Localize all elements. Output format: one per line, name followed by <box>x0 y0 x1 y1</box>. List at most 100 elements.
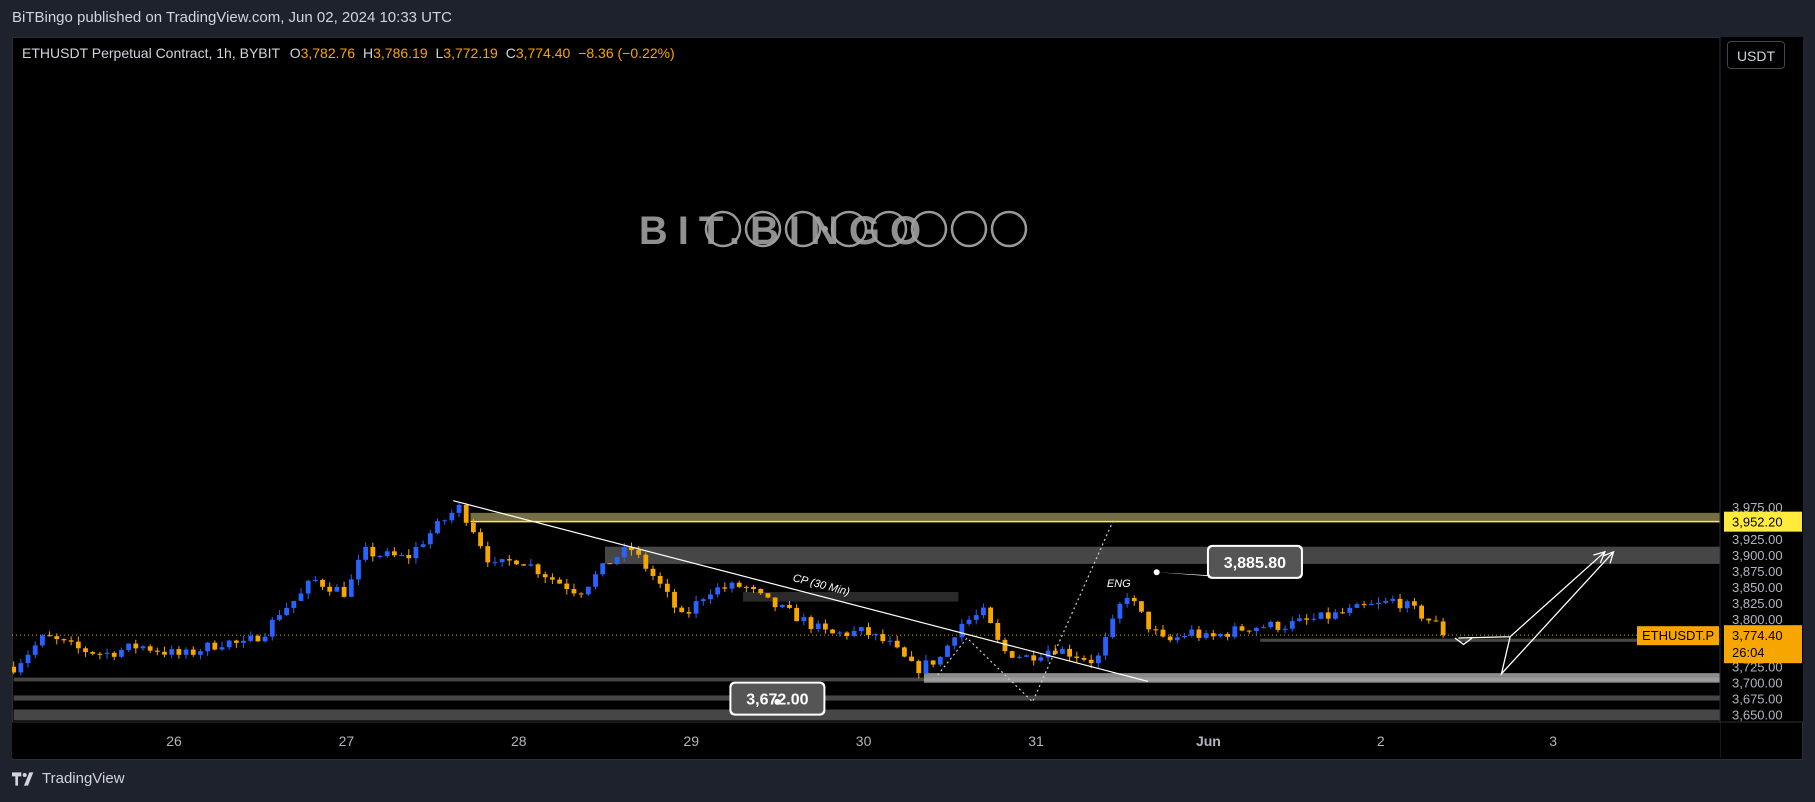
candle-body[interactable] <box>1153 629 1159 631</box>
projection-path-2[interactable] <box>1500 551 1615 677</box>
candle-body[interactable] <box>169 649 175 655</box>
candle-body[interactable] <box>1325 612 1331 619</box>
candle-body[interactable] <box>1282 628 1288 630</box>
candle-body[interactable] <box>959 623 965 638</box>
candle-body[interactable] <box>772 597 778 608</box>
candle-body[interactable] <box>1189 629 1195 636</box>
candle-body[interactable] <box>356 559 361 580</box>
candle-body[interactable] <box>923 660 929 674</box>
candle-body[interactable] <box>284 607 290 616</box>
candle-body[interactable] <box>1268 621 1274 628</box>
candle-body[interactable] <box>97 653 103 655</box>
candle-body[interactable] <box>751 586 756 590</box>
candle-body[interactable] <box>147 646 153 651</box>
candle-body[interactable] <box>1139 601 1144 612</box>
candle-body[interactable] <box>636 550 642 555</box>
time-axis[interactable] <box>12 722 1720 758</box>
candle-body[interactable] <box>837 632 843 634</box>
candle-body[interactable] <box>787 604 792 608</box>
candle-body[interactable] <box>1002 639 1008 652</box>
candle-body[interactable] <box>514 560 519 565</box>
candle-body[interactable] <box>413 546 419 559</box>
candle-body[interactable] <box>499 559 505 563</box>
candle-body[interactable] <box>119 649 124 657</box>
candle-body[interactable] <box>736 582 742 587</box>
candle-body[interactable] <box>391 551 397 556</box>
candle-body[interactable] <box>700 599 706 602</box>
candle-body[interactable] <box>1225 633 1231 637</box>
candle-body[interactable] <box>866 627 871 636</box>
candle-body[interactable] <box>32 645 38 655</box>
candle-body[interactable] <box>269 619 275 637</box>
candle-body[interactable] <box>1160 629 1166 637</box>
candle-body[interactable] <box>593 574 598 587</box>
candle-body[interactable] <box>212 642 218 650</box>
candle-body[interactable] <box>40 635 45 646</box>
candle-body[interactable] <box>643 554 649 569</box>
candle-body[interactable] <box>1038 657 1044 661</box>
candle-body[interactable] <box>1232 626 1238 637</box>
candle-body[interactable] <box>255 635 261 642</box>
candle-body[interactable] <box>693 601 699 614</box>
candle-body[interactable] <box>909 656 914 662</box>
candle-body[interactable] <box>887 640 893 642</box>
candle-body[interactable] <box>1333 612 1338 619</box>
candle-body[interactable] <box>578 593 584 595</box>
candle-body[interactable] <box>916 661 922 674</box>
candle-body[interactable] <box>1361 604 1367 606</box>
candle-body[interactable] <box>399 554 404 556</box>
footer-brand[interactable]: TradingView <box>42 770 125 787</box>
candle-body[interactable] <box>442 520 448 522</box>
projection-path-1[interactable] <box>1458 551 1606 639</box>
candle-body[interactable] <box>894 640 900 648</box>
candle-body[interactable] <box>1347 607 1353 613</box>
candle-body[interactable] <box>341 586 347 597</box>
candle-body[interactable] <box>233 640 239 643</box>
candle-body[interactable] <box>1311 618 1317 620</box>
candle-body[interactable] <box>708 594 713 600</box>
symbol-tag[interactable] <box>1637 626 1719 646</box>
candle-body[interactable] <box>327 586 333 592</box>
candle-body[interactable] <box>679 607 685 613</box>
candle-body[interactable] <box>851 630 857 637</box>
candle-body[interactable] <box>1433 620 1439 622</box>
candle-body[interactable] <box>535 564 541 575</box>
candle-body[interactable] <box>937 656 943 665</box>
candle-body[interactable] <box>1218 633 1223 637</box>
candle-body[interactable] <box>1253 627 1259 632</box>
candle-body[interactable] <box>471 522 476 533</box>
candle-body[interactable] <box>154 650 160 652</box>
candle-body[interactable] <box>873 634 879 636</box>
candle-body[interactable] <box>880 634 886 642</box>
candle-body[interactable] <box>650 568 656 576</box>
candle-body[interactable] <box>1354 604 1360 608</box>
candle-body[interactable] <box>1045 650 1051 658</box>
candle-body[interactable] <box>1124 598 1130 604</box>
candle-body[interactable] <box>90 652 96 654</box>
candle-body[interactable] <box>1081 658 1087 660</box>
candle-body[interactable] <box>1210 633 1216 637</box>
candle-body[interactable] <box>1009 651 1015 658</box>
candle-body[interactable] <box>1016 656 1022 658</box>
candle-body[interactable] <box>521 564 527 566</box>
candle-body[interactable] <box>715 587 721 595</box>
candle-body[interactable] <box>176 649 182 655</box>
candle-body[interactable] <box>557 579 563 584</box>
candle-body[interactable] <box>1131 598 1137 602</box>
candle-body[interactable] <box>1383 600 1389 603</box>
candle-body[interactable] <box>808 617 814 630</box>
candle-body[interactable] <box>1167 636 1173 641</box>
candle-body[interactable] <box>18 663 24 673</box>
candle-body[interactable] <box>377 555 383 557</box>
candle-body[interactable] <box>1376 602 1381 604</box>
candle-body[interactable] <box>794 607 800 622</box>
candle-body[interactable] <box>995 623 1001 640</box>
candle-body[interactable] <box>334 586 340 592</box>
candle-body[interactable] <box>1095 655 1101 664</box>
candle-body[interactable] <box>1246 630 1252 632</box>
candle-body[interactable] <box>1419 605 1425 619</box>
candle-body[interactable] <box>830 629 835 634</box>
candle-body[interactable] <box>11 666 17 673</box>
candle-body[interactable] <box>1024 655 1029 657</box>
